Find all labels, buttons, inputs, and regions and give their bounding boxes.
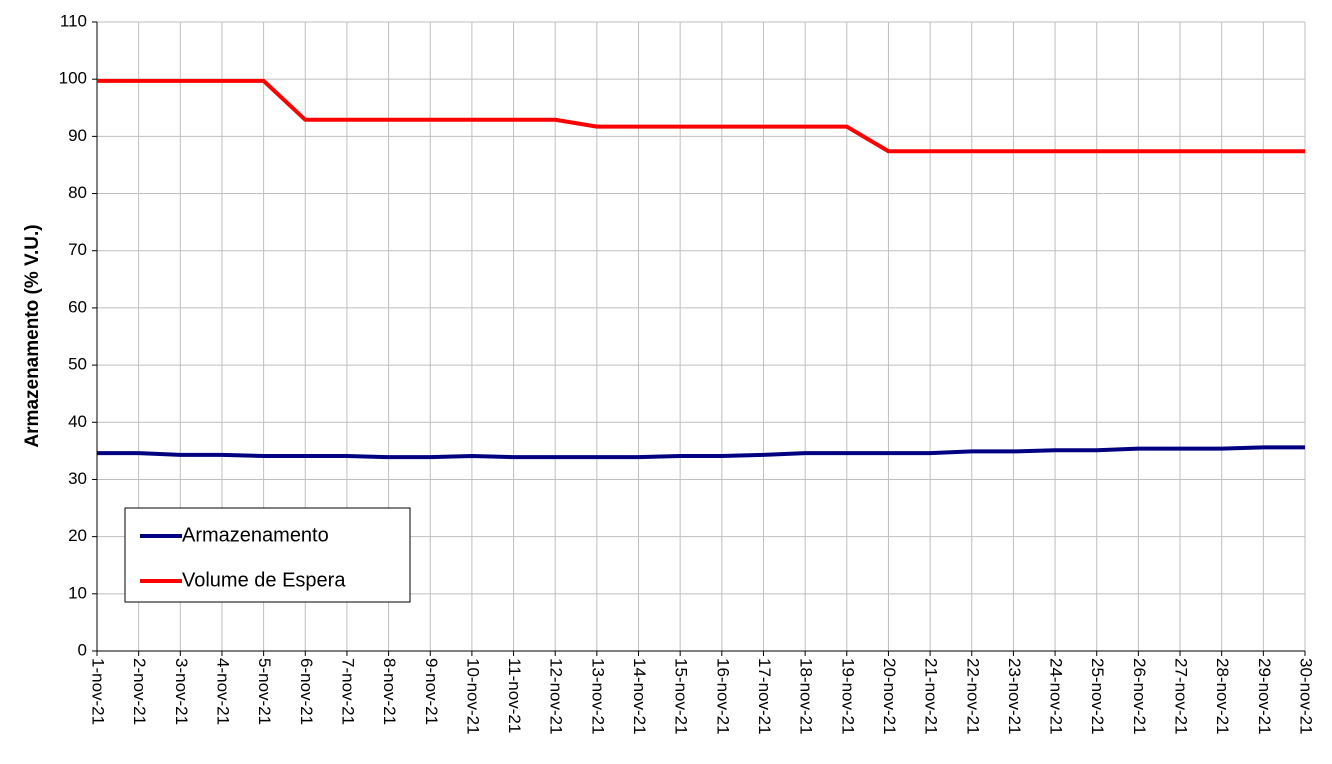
y-tick-label: 110 — [60, 11, 87, 30]
y-tick-label: 30 — [68, 469, 87, 488]
legend-box — [124, 507, 411, 603]
y-tick-label: 80 — [68, 183, 87, 202]
x-tick-label: 19-nov-21 — [838, 658, 857, 735]
x-tick-label: 5-nov-21 — [255, 658, 274, 725]
x-tick-label: 2-nov-21 — [130, 658, 149, 725]
x-tick-label: 3-nov-21 — [172, 658, 191, 725]
x-tick-label: 4-nov-21 — [213, 658, 232, 725]
x-tick-label: 23-nov-21 — [1005, 658, 1024, 735]
y-tick-label: 70 — [68, 240, 87, 259]
x-tick-label: 26-nov-21 — [1130, 658, 1149, 735]
y-tick-label: 50 — [68, 355, 87, 374]
legend-label: Volume de Espera — [182, 569, 346, 591]
line-series — [97, 445, 1305, 460]
line-series — [97, 78, 1305, 154]
x-tick-label: 27-nov-21 — [1172, 658, 1191, 735]
x-tick-label: 15-nov-21 — [672, 658, 691, 735]
x-tick-label: 6-nov-21 — [297, 658, 316, 725]
y-tick-label: 40 — [68, 412, 87, 431]
x-tick-label: 25-nov-21 — [1088, 658, 1107, 735]
x-tick-label: 17-nov-21 — [755, 658, 774, 735]
x-tick-label: 8-nov-21 — [380, 658, 399, 725]
y-tick-label: 10 — [68, 583, 87, 602]
x-tick-label: 29-nov-21 — [1255, 658, 1274, 735]
x-tick-label: 21-nov-21 — [922, 658, 941, 735]
y-axis-label: Armazenamento (% V.U.) — [22, 224, 43, 447]
x-tick-label: 13-nov-21 — [588, 658, 607, 735]
y-tick-label: 100 — [59, 69, 87, 88]
legend-label: Armazenamento — [182, 524, 329, 546]
x-tick-label: 14-nov-21 — [630, 658, 649, 735]
x-tick-label: 18-nov-21 — [797, 658, 816, 735]
x-tick-label: 12-nov-21 — [547, 658, 566, 735]
y-tick-label: 0 — [78, 640, 87, 659]
x-tick-label: 28-nov-21 — [1213, 658, 1232, 735]
x-tick-label: 22-nov-21 — [963, 658, 982, 735]
x-tick-label: 7-nov-21 — [338, 658, 357, 725]
x-tick-label: 11-nov-21 — [505, 658, 524, 733]
y-tick-label: 90 — [68, 126, 87, 145]
x-tick-label: 1-nov-21 — [89, 658, 108, 725]
x-tick-label: 16-nov-21 — [713, 658, 732, 735]
x-tick-label: 10-nov-21 — [463, 658, 482, 735]
y-tick-label: 20 — [68, 526, 87, 545]
x-tick-label: 24-nov-21 — [1047, 658, 1066, 735]
x-tick-label: 30-nov-21 — [1297, 658, 1316, 735]
x-tick-label: 9-nov-21 — [422, 658, 441, 725]
y-tick-label: 60 — [68, 297, 87, 316]
x-tick-label: 20-nov-21 — [880, 658, 899, 735]
